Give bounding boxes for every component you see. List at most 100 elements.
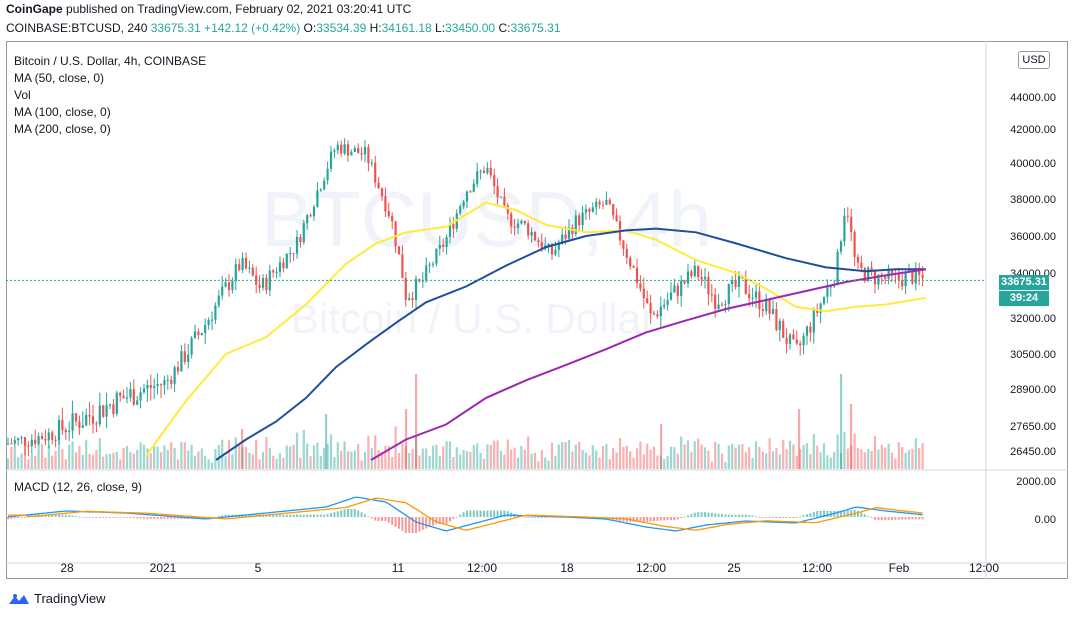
candle-body (357, 147, 360, 154)
macd-histogram-bar (367, 516, 370, 518)
currency-button[interactable]: USD (1018, 51, 1050, 69)
macd-histogram-bar (292, 514, 295, 517)
macd-histogram-bar (823, 511, 825, 517)
volume-bar (537, 461, 540, 469)
macd-histogram-bar (884, 517, 887, 521)
macd-histogram-bar (92, 517, 94, 518)
candle-body (309, 215, 312, 217)
volume-bar (125, 445, 129, 469)
candle-body (690, 271, 693, 277)
macd-histogram-bar (415, 517, 417, 533)
volume-bar (367, 435, 370, 469)
macd-histogram-bar (768, 517, 771, 518)
candle-body (472, 183, 475, 192)
price-tick-label: 26450.00 (1010, 446, 1056, 458)
open-label: O: (303, 21, 317, 35)
volume-bar (656, 455, 659, 469)
volume-bar (6, 458, 10, 469)
volume-bar (884, 447, 887, 469)
candle-body (557, 243, 560, 250)
volume-bar (149, 453, 152, 469)
candle-body (442, 244, 445, 248)
volume-bar (384, 445, 387, 469)
candle-body (316, 190, 319, 207)
volume-bar (278, 453, 282, 469)
macd-histogram-bar (401, 517, 404, 531)
chart-frame[interactable] (6, 41, 1068, 579)
legend-ma50[interactable]: MA (50, close, 0) (14, 71, 105, 85)
legend-ma100[interactable]: MA (100, close, 0) (14, 105, 111, 119)
candle-body (846, 215, 849, 217)
volume-bar (136, 449, 139, 469)
candle-body (350, 151, 353, 156)
volume-bar (595, 450, 598, 469)
candle-body (601, 204, 605, 206)
volume-bar (744, 452, 747, 469)
volume-bar (788, 440, 792, 469)
volume-bar (455, 447, 458, 469)
price-tick-label: 30500.00 (1010, 349, 1056, 361)
candle-body (710, 294, 713, 296)
volume-bar (717, 443, 720, 469)
volume-bar (238, 445, 241, 469)
volume-bar (411, 449, 414, 469)
candle-body (646, 298, 649, 304)
volume-bar (115, 451, 118, 469)
volume-bar (319, 456, 322, 469)
macd-histogram-bar (17, 517, 20, 518)
macd-histogram-bar (857, 510, 859, 517)
macd-histogram-bar (891, 517, 893, 520)
volume-bar (612, 448, 615, 469)
candle-body (74, 413, 78, 422)
macd-histogram-bar (289, 514, 292, 517)
volume-bar (833, 452, 836, 469)
chart-title[interactable]: Bitcoin / U.S. Dollar, 4h, COINBASE (14, 54, 207, 68)
candle-body (513, 226, 516, 228)
macd-histogram-bar (809, 512, 812, 517)
candle-body (788, 334, 792, 344)
volume-bar (292, 444, 295, 469)
candle-body (306, 215, 309, 224)
ma50-line (145, 201, 927, 457)
candle-body (482, 170, 486, 174)
volume-bar (357, 444, 360, 469)
candle-body (333, 150, 336, 152)
legend-ma200[interactable]: MA (200, close, 0) (14, 122, 111, 136)
candle-body (598, 201, 601, 205)
volume-bar (170, 442, 173, 469)
tradingview-brand[interactable]: TradingView (8, 591, 106, 606)
legend-vol[interactable]: Vol (14, 88, 31, 102)
macd-histogram-bar (867, 516, 870, 517)
macd-histogram-bar (751, 515, 754, 517)
volume-bar (880, 444, 883, 469)
macd-histogram-bar (177, 517, 179, 519)
volume-bar (261, 451, 265, 469)
volume-bar (401, 443, 404, 469)
candle-body (659, 306, 662, 317)
price-chart[interactable]: BTCUSD, 4h Bitcoin / U.S. Dollar 44000.00 4… (6, 41, 1068, 579)
volume-bar (550, 442, 554, 469)
candle-body (411, 298, 414, 301)
volume-bar (863, 452, 866, 469)
volume-bar (775, 447, 778, 469)
macd-histogram-bar (666, 517, 669, 521)
macd-legend[interactable]: MACD (12, 26, close, 9) (14, 480, 143, 494)
time-tick-label: Feb (889, 561, 910, 575)
volume-bar (394, 426, 397, 469)
macd-histogram-bar (755, 516, 757, 518)
candle-body (132, 389, 135, 405)
macd-histogram-bar (71, 515, 74, 517)
candle-body (105, 405, 108, 417)
macd-histogram-bar (639, 517, 642, 522)
candle-body (591, 207, 594, 212)
volume-bar (74, 452, 78, 469)
macd-histogram-bar (296, 514, 298, 517)
macd-histogram-bar (279, 514, 281, 517)
volume-bar (918, 447, 921, 469)
candle-body (758, 291, 761, 310)
volume-bar (805, 443, 809, 469)
macd-histogram-bar (268, 514, 271, 517)
volume-bar (81, 454, 84, 469)
volume-bar (234, 437, 237, 469)
candle-body (438, 244, 441, 249)
